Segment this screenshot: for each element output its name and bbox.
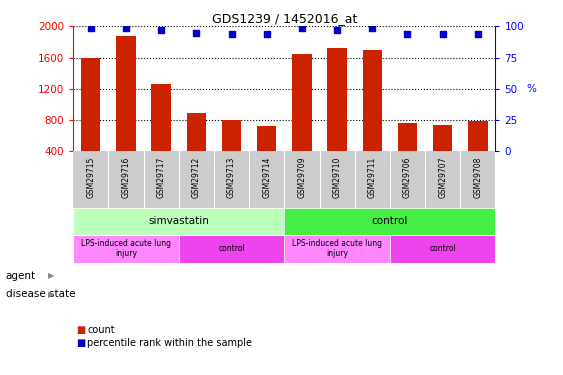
Text: count: count (87, 325, 115, 335)
Bar (284, 235, 390, 262)
Text: GSM29711: GSM29711 (368, 157, 377, 198)
Point (86, 24, 95, 30)
Text: ■: ■ (76, 325, 85, 335)
Text: GSM29709: GSM29709 (297, 157, 306, 198)
Point (262, 31, 271, 37)
Text: GSM29706: GSM29706 (403, 157, 412, 198)
Title: GDS1239 / 1452016_at: GDS1239 / 1452016_at (212, 12, 357, 25)
Text: GSM29717: GSM29717 (157, 157, 166, 198)
Bar (390, 235, 495, 262)
Text: ▶: ▶ (48, 271, 55, 280)
Text: GSM29712: GSM29712 (192, 157, 201, 198)
Text: LPS-induced acute lung
injury: LPS-induced acute lung injury (292, 239, 382, 258)
Point (403, 31, 412, 37)
Text: GSM29707: GSM29707 (438, 157, 447, 198)
Text: ■: ■ (76, 338, 85, 348)
Point (192, 30, 201, 36)
Bar (73, 207, 284, 235)
Bar (151, 84, 171, 183)
Bar (179, 235, 284, 262)
Bar (363, 50, 382, 183)
Text: GSM29708: GSM29708 (473, 157, 482, 198)
Text: ▶: ▶ (48, 290, 55, 299)
Text: simvastatin: simvastatin (148, 216, 209, 226)
Point (438, 31, 447, 37)
Text: control: control (372, 216, 408, 226)
Text: agent: agent (6, 271, 36, 280)
Y-axis label: %: % (526, 84, 536, 94)
Point (333, 27, 342, 33)
Point (122, 24, 131, 30)
Point (473, 31, 482, 37)
Point (297, 24, 306, 30)
Bar (73, 235, 179, 262)
Bar (284, 207, 495, 235)
Bar (117, 36, 136, 183)
Bar (222, 120, 241, 183)
Text: GSM29713: GSM29713 (227, 157, 236, 198)
Text: GSM29715: GSM29715 (86, 157, 95, 198)
Text: GSM29716: GSM29716 (122, 157, 131, 198)
Text: control: control (429, 244, 456, 253)
Bar (257, 126, 276, 183)
Bar (292, 54, 311, 183)
Point (227, 31, 236, 37)
Text: control: control (218, 244, 245, 253)
Bar (328, 48, 347, 183)
Text: disease state: disease state (6, 290, 75, 299)
Text: percentile rank within the sample: percentile rank within the sample (87, 338, 252, 348)
Point (368, 24, 377, 30)
Bar (433, 126, 452, 183)
Bar (187, 113, 206, 183)
Bar (81, 57, 100, 183)
Bar (468, 121, 488, 183)
Text: GSM29714: GSM29714 (262, 157, 271, 198)
Text: GSM29710: GSM29710 (333, 157, 342, 198)
Text: LPS-induced acute lung
injury: LPS-induced acute lung injury (81, 239, 171, 258)
Bar (398, 123, 417, 183)
Point (157, 27, 166, 33)
